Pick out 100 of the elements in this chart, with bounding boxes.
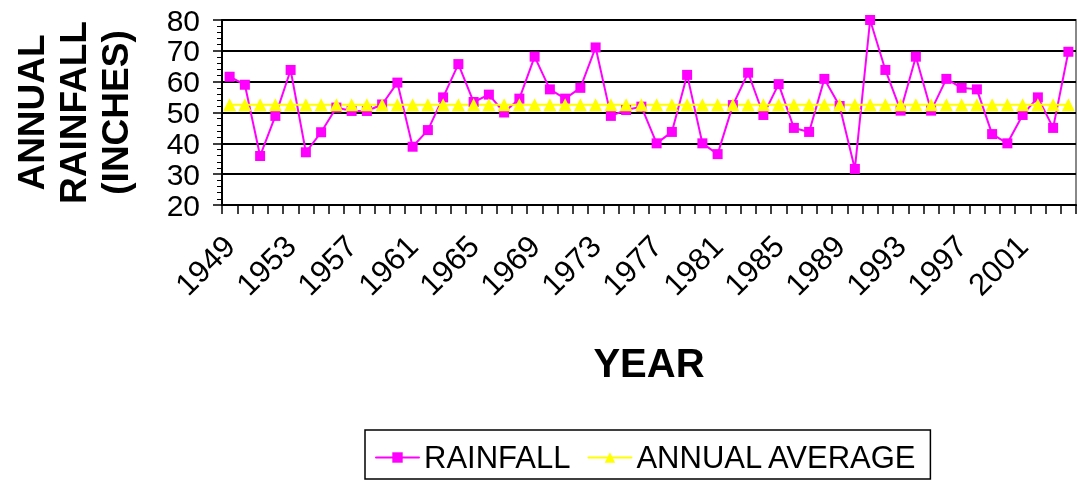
legend-label: ANNUAL AVERAGE bbox=[636, 440, 916, 475]
point bbox=[285, 64, 296, 75]
point bbox=[1031, 98, 1045, 112]
point bbox=[697, 138, 708, 149]
point bbox=[650, 98, 664, 112]
point bbox=[392, 77, 403, 88]
point bbox=[924, 98, 938, 112]
point bbox=[651, 138, 662, 149]
y-tick-label: 70 bbox=[166, 34, 200, 68]
point bbox=[300, 147, 311, 158]
point bbox=[987, 129, 998, 140]
point bbox=[819, 73, 830, 84]
point bbox=[939, 98, 953, 112]
point bbox=[1002, 138, 1013, 149]
point bbox=[360, 98, 374, 112]
point bbox=[529, 51, 540, 62]
point bbox=[848, 98, 862, 112]
point bbox=[666, 126, 677, 137]
y-tick-label: 30 bbox=[166, 157, 200, 191]
point bbox=[268, 98, 282, 112]
point bbox=[299, 98, 313, 112]
point bbox=[345, 98, 359, 112]
point bbox=[329, 98, 343, 112]
point bbox=[695, 98, 709, 112]
point bbox=[619, 98, 633, 112]
point bbox=[880, 64, 891, 75]
point bbox=[390, 98, 404, 112]
point bbox=[741, 98, 755, 112]
point bbox=[604, 98, 618, 112]
point bbox=[284, 98, 298, 112]
point bbox=[985, 98, 999, 112]
point bbox=[512, 98, 526, 112]
point bbox=[482, 98, 496, 112]
y-tick-label: 80 bbox=[166, 3, 200, 37]
point bbox=[1000, 98, 1014, 112]
point bbox=[955, 98, 969, 112]
point bbox=[712, 149, 723, 160]
point bbox=[543, 98, 557, 112]
point bbox=[804, 126, 815, 137]
point bbox=[788, 122, 799, 133]
point bbox=[421, 98, 435, 112]
point bbox=[238, 98, 252, 112]
point bbox=[1063, 46, 1074, 57]
point bbox=[438, 92, 449, 103]
point bbox=[422, 125, 433, 136]
point bbox=[589, 98, 603, 112]
point bbox=[772, 98, 786, 112]
point bbox=[558, 98, 572, 112]
point bbox=[910, 51, 921, 62]
y-tick-label: 50 bbox=[166, 96, 200, 129]
point bbox=[941, 73, 952, 84]
point bbox=[1016, 98, 1030, 112]
point bbox=[971, 84, 982, 95]
y-tick-label: 40 bbox=[166, 126, 200, 160]
point bbox=[407, 141, 418, 152]
x-axis-title: YEAR bbox=[593, 341, 705, 385]
point bbox=[1046, 98, 1060, 112]
point bbox=[436, 98, 450, 112]
point bbox=[756, 98, 770, 112]
point bbox=[743, 67, 754, 78]
point bbox=[314, 98, 328, 112]
point bbox=[575, 82, 586, 93]
point bbox=[528, 98, 542, 112]
y-tick-label: 20 bbox=[166, 188, 200, 222]
point bbox=[878, 98, 892, 112]
point bbox=[909, 98, 923, 112]
legend-label: RAINFALL bbox=[424, 440, 571, 475]
point bbox=[773, 79, 784, 90]
point bbox=[970, 98, 984, 112]
y-axis-title: ANNUAL RAINFALL (INCHES) bbox=[10, 21, 136, 204]
point bbox=[711, 98, 725, 112]
point bbox=[865, 15, 876, 25]
point bbox=[863, 98, 877, 112]
point bbox=[573, 98, 587, 112]
point bbox=[802, 98, 816, 112]
point bbox=[270, 110, 281, 121]
point bbox=[787, 98, 801, 112]
y-tick-label: 60 bbox=[166, 65, 200, 99]
point bbox=[223, 98, 237, 112]
point bbox=[483, 89, 494, 100]
point bbox=[316, 127, 327, 138]
point bbox=[467, 98, 481, 112]
point bbox=[451, 98, 465, 112]
point bbox=[253, 98, 267, 112]
point bbox=[255, 150, 266, 161]
point bbox=[894, 98, 908, 112]
point bbox=[497, 98, 511, 112]
point bbox=[605, 110, 616, 121]
point bbox=[817, 98, 831, 112]
point bbox=[453, 59, 464, 70]
point bbox=[849, 163, 860, 174]
point bbox=[956, 82, 967, 93]
point bbox=[1048, 122, 1059, 133]
point bbox=[1032, 92, 1043, 103]
point bbox=[665, 98, 679, 112]
point bbox=[682, 69, 693, 80]
point bbox=[239, 79, 250, 90]
point bbox=[544, 84, 555, 95]
point bbox=[590, 42, 601, 53]
point bbox=[1061, 98, 1075, 112]
